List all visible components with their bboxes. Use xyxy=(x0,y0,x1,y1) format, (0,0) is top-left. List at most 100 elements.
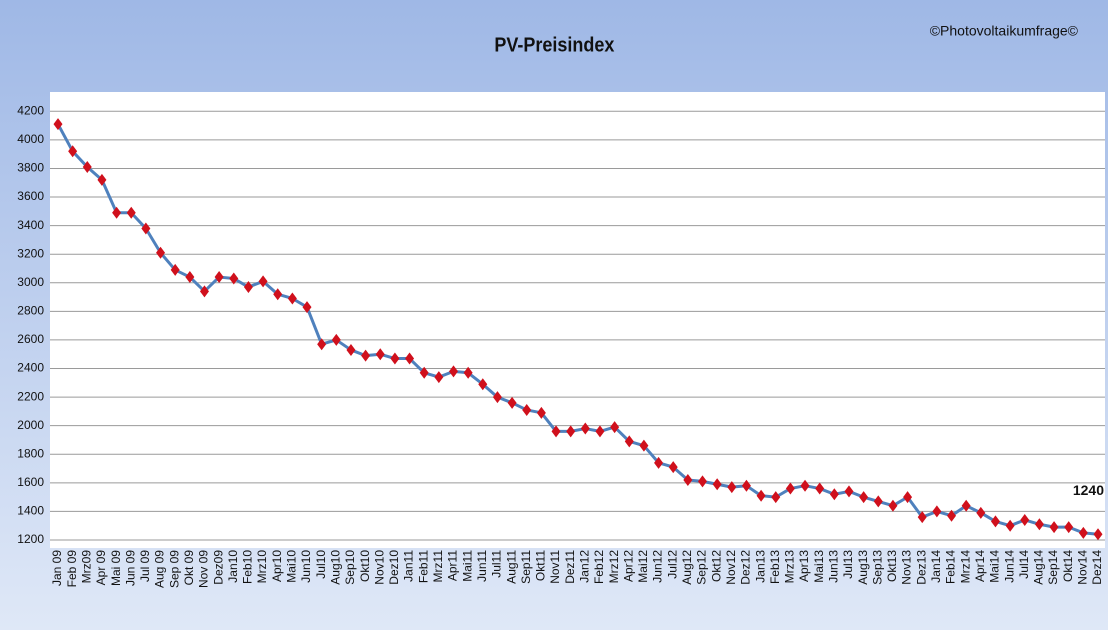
x-tick-label: Aug14 xyxy=(1032,550,1046,585)
data-point xyxy=(419,366,429,379)
x-tick-label: Jan 09 xyxy=(50,550,64,586)
data-point xyxy=(405,352,415,365)
y-tick-label: 1200 xyxy=(17,532,44,546)
data-point xyxy=(990,515,1000,528)
data-point xyxy=(610,421,620,434)
data-point xyxy=(932,505,942,518)
data-point xyxy=(756,489,766,502)
data-point xyxy=(1020,513,1030,526)
x-tick-label: Jun10 xyxy=(299,550,313,583)
x-tick-label: Jun14 xyxy=(1002,550,1016,583)
data-label: 1240 xyxy=(1073,482,1104,498)
x-tick-label: Jun11 xyxy=(475,550,489,582)
y-tick-label: 2800 xyxy=(17,304,44,318)
x-tick-label: Mrz14 xyxy=(958,550,972,584)
x-tick-label: Apr 09 xyxy=(94,550,108,586)
x-tick-label: Jan14 xyxy=(929,550,943,583)
data-point xyxy=(1093,528,1103,541)
data-point xyxy=(624,435,634,448)
x-tick-label: Apr14 xyxy=(973,550,987,582)
x-tick-label: Nov 09 xyxy=(197,550,211,588)
data-point xyxy=(331,333,341,346)
x-tick-label: Jul12 xyxy=(665,550,679,579)
data-point xyxy=(53,118,63,131)
data-point xyxy=(683,473,693,486)
data-point xyxy=(595,425,605,438)
data-point xyxy=(434,371,444,384)
x-tick-label: Jun 09 xyxy=(123,550,137,586)
data-point xyxy=(976,506,986,519)
x-tick-label: Nov11 xyxy=(548,550,562,584)
data-point xyxy=(448,365,458,378)
data-point xyxy=(229,272,239,285)
x-tick-label: Mrz10 xyxy=(255,550,269,584)
data-point xyxy=(947,509,957,522)
x-tick-label: Aug 09 xyxy=(153,550,167,588)
data-point xyxy=(698,475,708,488)
y-tick-label: 2000 xyxy=(17,418,44,432)
data-point xyxy=(375,348,385,361)
data-point xyxy=(273,288,283,301)
x-tick-label: Sep12 xyxy=(695,550,709,585)
data-point xyxy=(917,511,927,524)
y-tick-label: 3800 xyxy=(17,161,44,175)
x-tick-label: Dez09 xyxy=(211,550,225,585)
y-tick-label: 4000 xyxy=(17,132,44,146)
data-point xyxy=(185,271,195,284)
x-tick-label: Mrz13 xyxy=(783,550,797,584)
x-tick-label: Feb11 xyxy=(416,550,430,583)
y-tick-label: 3400 xyxy=(17,218,44,232)
x-tick-label: Nov14 xyxy=(1076,550,1090,585)
data-point xyxy=(82,161,92,174)
data-point xyxy=(302,301,312,314)
x-tick-label: Sep11 xyxy=(519,550,533,584)
data-point xyxy=(844,485,854,498)
data-point xyxy=(785,482,795,495)
x-tick-label: Aug10 xyxy=(328,550,342,585)
data-point xyxy=(68,145,78,158)
x-tick-label: Aug12 xyxy=(680,550,694,585)
data-point xyxy=(771,491,781,504)
data-point xyxy=(258,275,268,288)
x-tick-label: Mai14 xyxy=(988,550,1002,583)
data-point xyxy=(580,422,590,435)
data-point xyxy=(1034,518,1044,531)
x-tick-label: Dez13 xyxy=(914,550,928,585)
x-tick-label: Dez10 xyxy=(387,550,401,585)
data-point xyxy=(888,499,898,512)
x-tick-label: Sep13 xyxy=(870,550,884,585)
data-point xyxy=(492,391,502,404)
data-point xyxy=(668,461,678,474)
x-tick-label: Feb12 xyxy=(592,550,606,584)
data-point xyxy=(727,481,737,494)
x-tick-label: Okt14 xyxy=(1061,550,1075,582)
data-point xyxy=(712,478,722,491)
data-point xyxy=(97,173,107,186)
x-tick-label: Aug13 xyxy=(856,550,870,585)
data-point xyxy=(112,206,122,219)
data-point xyxy=(873,495,883,508)
y-tick-label: 1600 xyxy=(17,475,44,489)
data-point xyxy=(741,479,751,492)
x-tick-label: Mrz11 xyxy=(431,550,445,583)
x-tick-label: Jul11 xyxy=(490,550,504,578)
x-tick-label: Aug11 xyxy=(504,550,518,584)
x-tick-label: Jul13 xyxy=(841,550,855,579)
data-point xyxy=(800,479,810,492)
y-tick-label: 2600 xyxy=(17,332,44,346)
x-tick-label: Jul 09 xyxy=(138,550,152,582)
data-point xyxy=(463,366,473,379)
data-point xyxy=(478,378,488,391)
x-tick-label: Sep 09 xyxy=(167,550,181,588)
x-tick-label: Okt12 xyxy=(709,550,723,582)
x-tick-label: Jan11 xyxy=(402,550,416,582)
plot-area xyxy=(50,92,1105,548)
data-point xyxy=(346,343,356,356)
data-point xyxy=(815,482,825,495)
x-tick-label: Feb13 xyxy=(768,550,782,584)
x-tick-label: Sep10 xyxy=(343,550,357,585)
data-point xyxy=(361,349,371,362)
x-tick-label: Mai13 xyxy=(812,550,826,583)
x-tick-label: Feb 09 xyxy=(65,550,79,588)
